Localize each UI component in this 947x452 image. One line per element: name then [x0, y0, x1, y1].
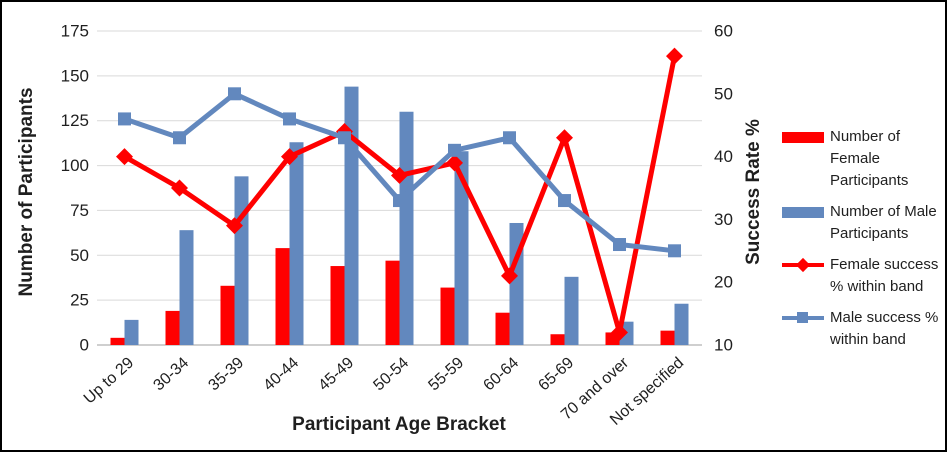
left-axis-tick-label: 0: [80, 336, 89, 355]
left-axis-tick-label: 100: [61, 156, 89, 175]
category-label: 50-54: [370, 354, 412, 394]
diamond-marker: [556, 129, 573, 147]
left-axis-tick-label: 75: [70, 201, 89, 220]
category-label: 55-59: [425, 354, 467, 394]
bar-male-participants: [454, 151, 469, 345]
legend-label: Number of Male Participants: [830, 203, 937, 242]
square-marker: [173, 131, 186, 145]
category-label: 30-34: [150, 354, 192, 394]
bar-male-participants: [564, 276, 579, 345]
legend-label: Male success % within band: [830, 309, 939, 348]
left-axis-tick-label: 175: [61, 22, 89, 41]
square-marker: [448, 143, 461, 157]
blue-line-square-icon: [782, 307, 824, 329]
bar-female-participants: [660, 330, 675, 345]
red-line-diamond-icon: [782, 254, 824, 276]
square-marker: [668, 244, 681, 258]
right-axis-title: Success Rate %: [743, 119, 764, 265]
blue-bar-swatch-icon: [782, 201, 824, 223]
left-axis-title: Number of Participants: [16, 87, 37, 297]
diamond-marker: [611, 323, 628, 341]
bar-male-participants: [289, 142, 304, 345]
square-marker: [283, 112, 296, 126]
bar-male-participants: [234, 176, 249, 345]
legend: Number of Female Participants Number of …: [782, 126, 945, 360]
bar-male-participants: [179, 230, 194, 345]
diamond-marker: [226, 217, 243, 235]
bar-female-participants: [385, 260, 400, 345]
diamond-marker: [391, 166, 408, 184]
legend-entry-male-success: Male success % within band: [782, 307, 945, 351]
category-label: 60-64: [480, 354, 522, 394]
bar-female-participants: [330, 266, 345, 345]
legend-entry-female-success: Female success % within band: [782, 254, 945, 298]
legend-label: Number of Female Participants: [830, 128, 909, 189]
bar-male-participants: [674, 303, 689, 345]
square-marker: [228, 87, 241, 101]
bar-male-participants: [124, 319, 139, 345]
left-axis-tick-label: 25: [70, 291, 89, 310]
bar-female-participants: [165, 310, 180, 345]
square-marker: [613, 238, 626, 252]
square-marker: [558, 194, 571, 208]
category-label: 65-69: [535, 354, 577, 394]
bar-female-participants: [440, 287, 455, 345]
diamond-marker: [281, 148, 298, 166]
diamond-marker: [666, 47, 683, 65]
right-axis-tick-label: 40: [714, 147, 733, 166]
category-label: Up to 29: [81, 354, 137, 407]
diamond-marker: [171, 179, 188, 197]
bar-female-participants: [495, 312, 510, 345]
diamond-marker: [501, 267, 518, 285]
legend-entry-female-participants: Number of Female Participants: [782, 126, 945, 192]
left-axis-tick-label: 150: [61, 66, 89, 85]
bar-female-participants: [275, 248, 290, 345]
red-bar-swatch-icon: [782, 126, 824, 148]
bar-female-participants: [550, 334, 565, 345]
square-marker: [118, 112, 131, 126]
category-label: 45-49: [315, 354, 357, 394]
bar-male-participants: [399, 111, 414, 345]
right-axis-tick-label: 50: [714, 84, 733, 103]
left-axis-tick-label: 125: [61, 111, 89, 130]
square-marker: [503, 131, 516, 145]
right-axis-tick-label: 20: [714, 273, 733, 292]
diamond-marker: [116, 148, 133, 166]
category-label: 40-44: [260, 354, 302, 394]
bar-female-participants: [110, 337, 125, 345]
square-marker: [338, 131, 351, 145]
diamond-marker: [446, 154, 463, 172]
legend-entry-male-participants: Number of Male Participants: [782, 201, 945, 245]
category-label: 35-39: [205, 354, 247, 394]
x-axis-title: Participant Age Bracket: [292, 414, 506, 435]
left-axis-tick-label: 50: [70, 246, 89, 265]
square-marker: [393, 194, 406, 208]
bar-female-participants: [220, 285, 235, 345]
right-axis-tick-label: 10: [714, 336, 733, 355]
right-axis-tick-label: 30: [714, 210, 733, 229]
right-axis-tick-label: 60: [714, 22, 733, 41]
legend-label: Female success % within band: [830, 256, 939, 295]
